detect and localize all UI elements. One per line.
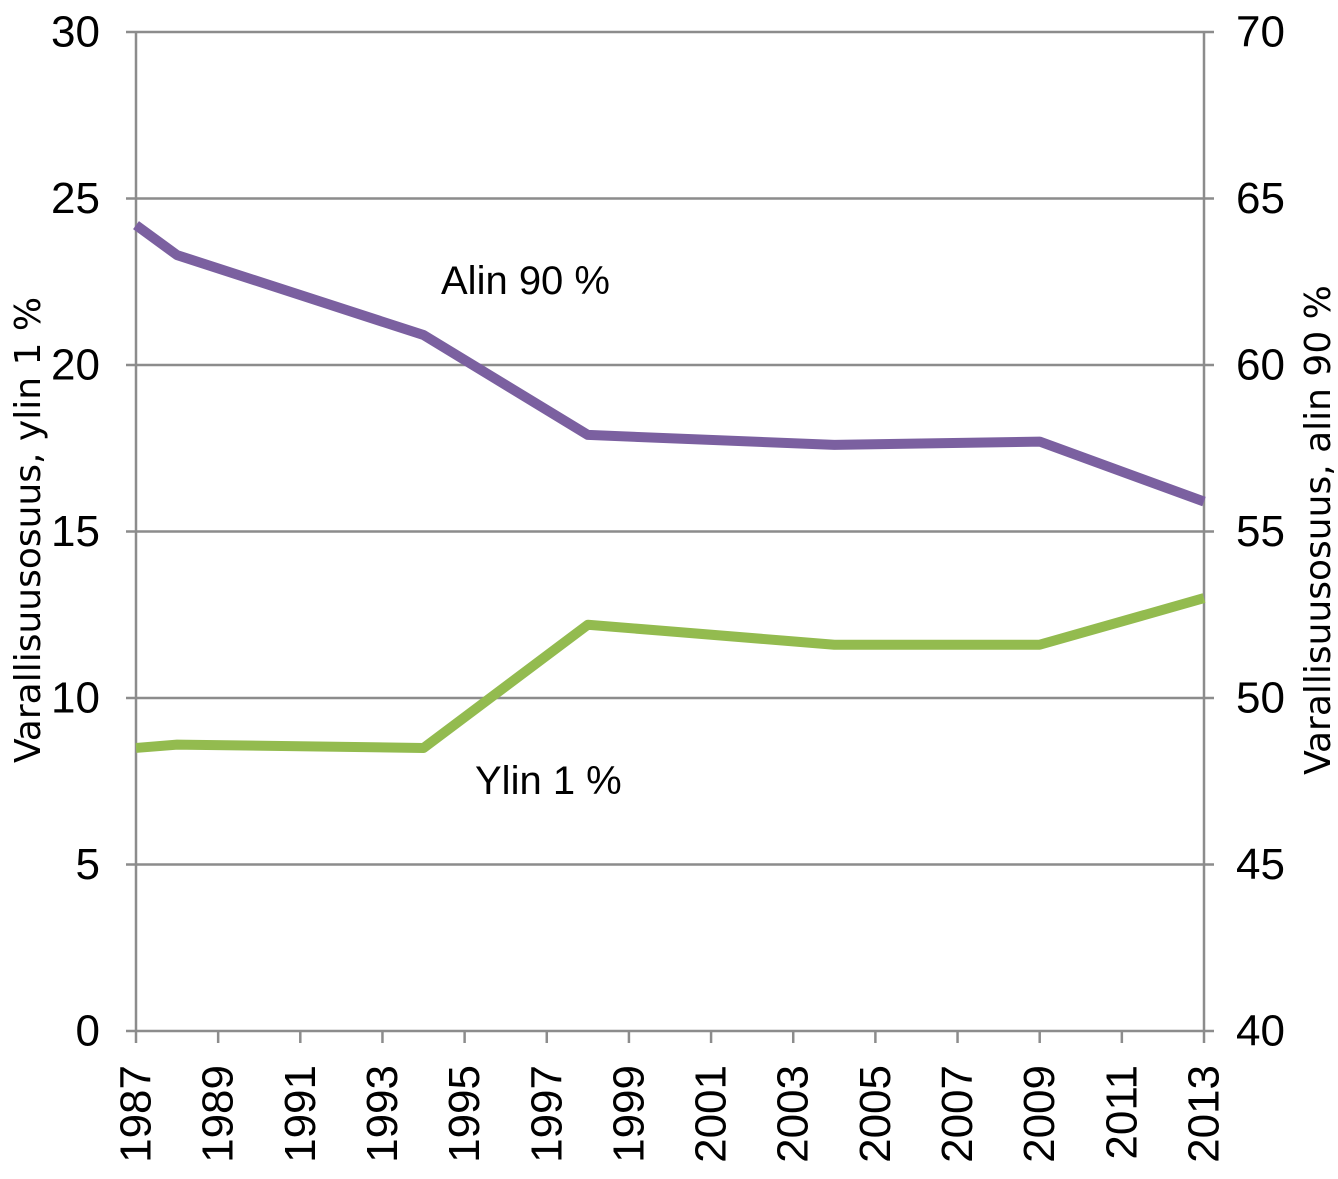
x-tick-label: 2009	[1015, 1065, 1064, 1163]
x-tick-label: 2013	[1180, 1065, 1229, 1163]
x-tick-label: 1993	[358, 1065, 407, 1163]
y-right-tick-label: 45	[1236, 840, 1285, 889]
y-left-tick-label: 20	[51, 341, 100, 390]
y-left-tick-label: 30	[51, 8, 100, 57]
y-left-tick-label: 15	[51, 507, 100, 556]
y-right-tick-label: 70	[1236, 8, 1285, 57]
series-lines	[133, 221, 1206, 753]
x-tick-label: 1987	[112, 1065, 161, 1163]
y-right-tick-label: 60	[1236, 341, 1285, 390]
x-tick-label: 1995	[440, 1065, 489, 1163]
x-tick-label: 1999	[604, 1065, 653, 1163]
x-tick-label: 2007	[933, 1065, 982, 1163]
series-label-ylin-1: Ylin 1 %	[475, 759, 622, 803]
y-axis-left-ticks: 0 5 10 15 20 25 30	[51, 8, 100, 1056]
x-tick-label: 1997	[522, 1065, 571, 1163]
x-tick-label: 1991	[276, 1065, 325, 1163]
series-line-1	[135, 593, 1206, 753]
x-tick-label: 1989	[194, 1065, 243, 1163]
x-tick-label: 2011	[1097, 1065, 1146, 1160]
y-right-tick-label: 50	[1236, 674, 1285, 723]
series-line-0	[133, 221, 1206, 507]
x-tick-label: 2001	[687, 1065, 736, 1163]
gridlines	[126, 30, 1214, 866]
y-axis-right-ticks: 40 45 50 55 60 65 70	[1236, 8, 1285, 1056]
y-right-tick-label: 55	[1236, 507, 1285, 556]
y-left-tick-label: 10	[51, 674, 100, 723]
axes	[126, 32, 1214, 1033]
y-axis-right-title: Varallisuusosuus, alin 90 %	[1298, 285, 1338, 775]
series-label-alin-90: Alin 90 %	[441, 259, 610, 303]
y-right-tick-label: 40	[1236, 1007, 1285, 1056]
y-left-tick-label: 0	[76, 1007, 100, 1056]
y-left-tick-label: 5	[76, 840, 100, 889]
y-axis-left-title: Varallisuusosuus, ylin 1 %	[8, 297, 49, 763]
x-axis-ticks: 1987 1989 1991 1993 1995 1997 1999 2001 2003 2005…	[112, 1031, 1229, 1163]
y-right-tick-label: 65	[1236, 174, 1285, 223]
y-left-tick-label: 25	[51, 174, 100, 223]
x-tick-label: 2005	[851, 1065, 900, 1163]
x-tick-label: 2003	[769, 1065, 818, 1163]
